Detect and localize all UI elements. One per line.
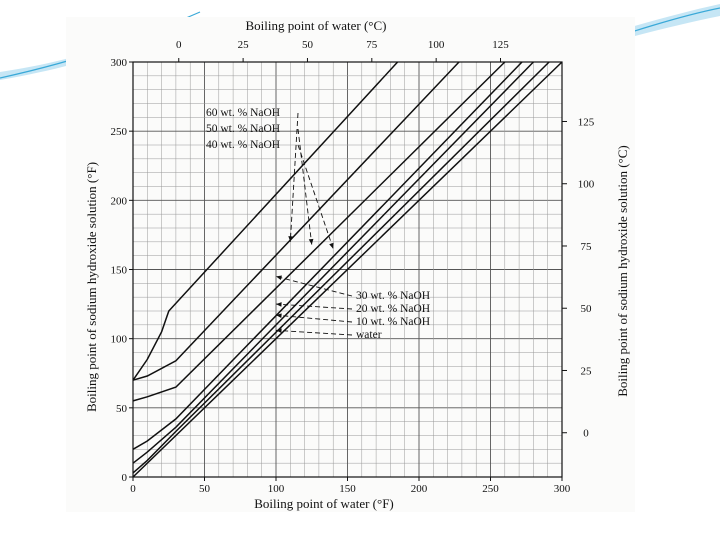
leader-line xyxy=(297,128,313,245)
legend-upper-item: 40 wt. % NaOH xyxy=(206,139,280,151)
leader-line xyxy=(275,303,353,310)
series-line xyxy=(132,61,506,402)
x-tick-label: 50 xyxy=(199,483,211,495)
x-tick-label: 0 xyxy=(130,483,136,495)
x-tick-label: 250 xyxy=(482,483,499,495)
right-tick-label: 125 xyxy=(578,116,595,128)
leader-arrowhead xyxy=(329,242,334,249)
series-line xyxy=(132,61,399,381)
right-axis-title: Boiling point of sodium hydroxide soluti… xyxy=(615,145,630,396)
y-tick-label: 50 xyxy=(116,403,128,415)
legend-lower-item: 30 wt. % NaOH xyxy=(356,290,430,302)
leader-arrowhead xyxy=(276,328,282,334)
series-line xyxy=(132,61,563,478)
legend-lower-item: 20 wt. % NaOH xyxy=(356,303,430,315)
y-tick-label: 150 xyxy=(111,265,128,277)
top-tick-label: 100 xyxy=(428,39,445,51)
right-tick-label: 25 xyxy=(581,365,593,377)
y-tick-label: 300 xyxy=(111,57,128,69)
y-tick-label: 0 xyxy=(122,472,128,484)
right-tick-label: 50 xyxy=(581,303,593,315)
leader-arrowhead xyxy=(276,275,282,281)
bottom-axis-title: Boiling point of water (°F) xyxy=(254,496,394,511)
leader-line xyxy=(297,144,334,249)
legend-lower: 30 wt. % NaOH 20 wt. % NaOH 10 wt. % NaO… xyxy=(356,290,430,341)
top-tick-label: 50 xyxy=(302,39,314,51)
left-axis-title: Boiling point of sodium hydroxide soluti… xyxy=(84,162,99,412)
top-tick-label: 75 xyxy=(366,39,378,51)
top-tick-label: 125 xyxy=(492,39,509,51)
x-tick-label: 100 xyxy=(268,483,285,495)
right-tick-label: 75 xyxy=(581,241,593,253)
leader-line xyxy=(275,275,353,297)
leader-arrowhead xyxy=(276,302,282,307)
x-tick-label: 300 xyxy=(554,483,571,495)
duhring-chart-figure: 0 50 100 150 200 250 300 0 50 100 150 200 250 300 0 25 5… xyxy=(66,17,635,512)
leader-arrowhead xyxy=(276,313,282,318)
legend-upper-item: 60 wt. % NaOH xyxy=(206,107,280,119)
legend-lower-item: 10 wt. % NaOH xyxy=(356,316,430,328)
y-tick-label: 200 xyxy=(111,195,128,207)
leader-line xyxy=(275,329,353,336)
leader-line xyxy=(275,314,353,323)
y-tick-label: 250 xyxy=(111,126,128,138)
legend-upper-item: 50 wt. % NaOH xyxy=(206,123,280,135)
right-tick-label: 0 xyxy=(583,428,589,440)
right-tick-label: 100 xyxy=(578,179,595,191)
series-line xyxy=(132,61,523,450)
leader-line xyxy=(289,112,299,242)
legend-lower-item: water xyxy=(356,329,382,341)
top-axis-title: Boiling point of water (°C) xyxy=(246,18,387,33)
leader-arrowhead xyxy=(308,238,314,245)
legend-arrows xyxy=(275,112,353,336)
series-line xyxy=(132,61,550,474)
slide-swoosh-left xyxy=(0,20,170,80)
series-line xyxy=(132,61,460,381)
series-line xyxy=(132,61,534,464)
top-tick-label: 0 xyxy=(176,39,182,51)
leader-arrowhead xyxy=(288,236,293,242)
y-tick-label: 100 xyxy=(111,334,128,346)
x-tick-label: 200 xyxy=(411,483,428,495)
legend-upper: 60 wt. % NaOH 50 wt. % NaOH 40 wt. % NaO… xyxy=(206,107,280,151)
top-tick-label: 25 xyxy=(238,39,250,51)
x-tick-label: 150 xyxy=(339,483,356,495)
series-group xyxy=(132,61,563,478)
